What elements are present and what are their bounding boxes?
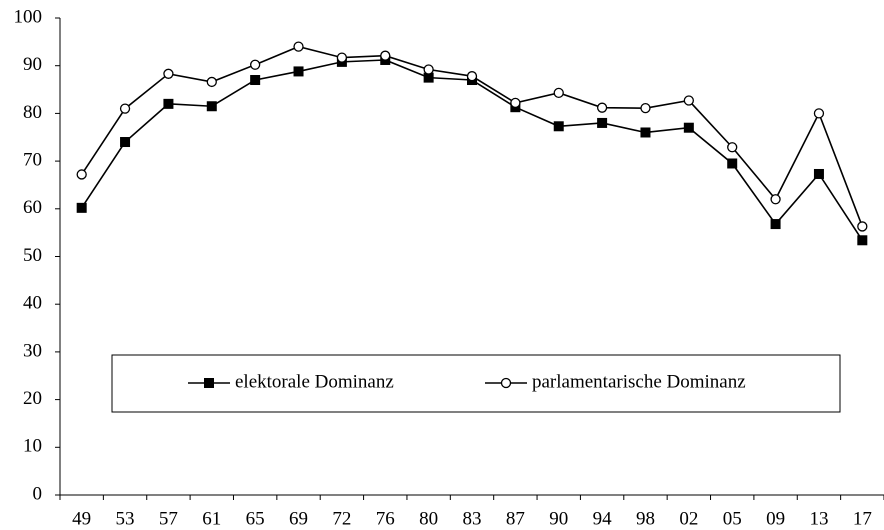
data-point	[206, 76, 217, 88]
data-point	[76, 169, 87, 180]
data-point	[336, 52, 348, 63]
data-point	[206, 101, 217, 112]
x-tick-label: 61	[202, 508, 221, 529]
x-tick-label: 02	[679, 508, 698, 529]
x-tick-label: 17	[853, 508, 872, 529]
data-point	[380, 50, 391, 61]
data-point	[120, 137, 131, 148]
x-tick-label: 87	[506, 508, 525, 529]
data-point	[597, 117, 608, 128]
x-tick-label: 69	[289, 508, 308, 529]
data-point	[423, 64, 434, 75]
legend	[111, 354, 841, 413]
data-point	[770, 194, 781, 205]
data-point	[683, 122, 694, 133]
data-point	[727, 142, 738, 153]
x-tick-label: 83	[463, 508, 482, 529]
x-tick-label: 13	[809, 508, 828, 529]
legend-marker	[204, 378, 214, 388]
data-point	[857, 221, 868, 232]
data-point	[770, 219, 781, 230]
x-tick-label: 94	[593, 508, 613, 529]
legend-marker	[500, 377, 512, 389]
y-tick-label: 20	[23, 388, 42, 409]
data-point	[423, 72, 434, 83]
y-tick-label: 50	[23, 245, 42, 266]
x-tick-label: 09	[766, 508, 785, 529]
y-tick-label: 100	[14, 6, 43, 27]
x-tick-label: 49	[72, 508, 91, 529]
x-tick-label: 90	[549, 508, 568, 529]
data-point	[813, 108, 825, 119]
data-point	[813, 168, 824, 179]
y-tick-label: 0	[33, 483, 43, 504]
data-point	[640, 103, 651, 114]
data-point	[119, 103, 131, 114]
data-point	[553, 87, 564, 99]
data-point	[510, 97, 521, 109]
data-point	[250, 75, 261, 86]
series-line	[81, 59, 863, 241]
y-tick-label: 90	[23, 54, 42, 75]
x-tick-label: 53	[116, 508, 135, 529]
x-tick-label: 72	[332, 508, 351, 529]
data-point	[640, 127, 651, 138]
x-tick-label: 57	[159, 508, 178, 529]
data-point	[596, 102, 608, 113]
data-point	[857, 235, 868, 246]
data-point	[250, 59, 261, 70]
data-point	[163, 68, 174, 79]
y-tick-label: 30	[23, 340, 42, 361]
data-point	[163, 98, 174, 109]
x-tick-label: 65	[246, 508, 265, 529]
y-tick-label: 60	[23, 197, 42, 218]
y-tick-label: 80	[23, 102, 42, 123]
legend-label: elektorale Dominanz	[235, 371, 394, 392]
y-tick-label: 70	[23, 149, 42, 170]
data-point	[466, 71, 478, 82]
data-point	[727, 158, 738, 169]
x-tick-label: 80	[419, 508, 438, 529]
data-point	[553, 121, 564, 132]
data-point	[76, 202, 87, 213]
data-point	[683, 95, 694, 106]
y-tick-label: 40	[23, 293, 42, 314]
x-tick-label: 98	[636, 508, 655, 529]
x-tick-label: 76	[376, 508, 395, 529]
y-tick-label: 10	[23, 436, 42, 457]
data-point	[293, 41, 304, 52]
x-tick-label: 05	[723, 508, 742, 529]
legend-label: parlamentarische Dominanz	[532, 371, 746, 392]
data-point	[293, 66, 304, 77]
